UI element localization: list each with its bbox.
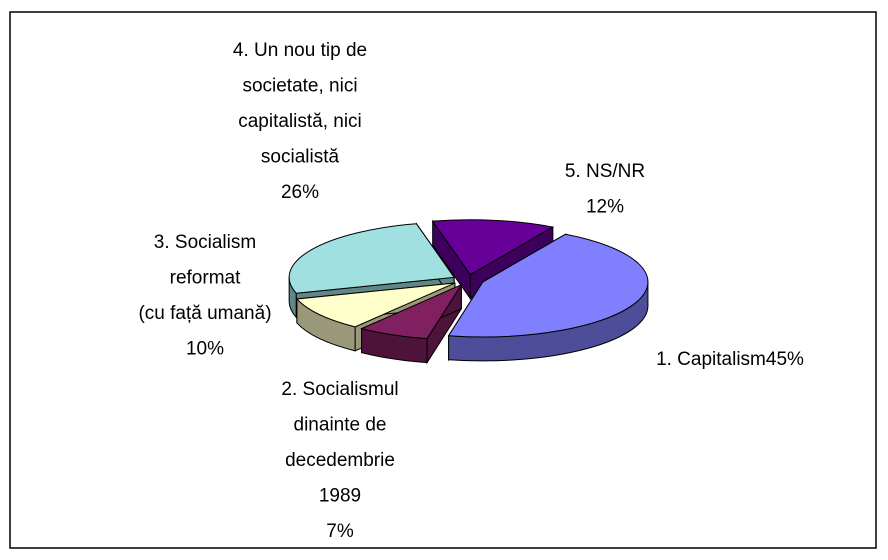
category-label: 5. NS/NR xyxy=(565,161,645,182)
category-label: dinainte de xyxy=(294,415,387,436)
category-label: 4. Un nou tip de xyxy=(233,40,367,61)
category-label: capitalistă, nici xyxy=(238,111,362,132)
category-label: 3. Socialism xyxy=(154,232,256,253)
data-label: 1. Capitalism45% xyxy=(656,349,804,370)
category-label: socialistă xyxy=(261,147,340,168)
value-label: 7% xyxy=(326,521,354,542)
category-label: 2. Socialismul xyxy=(281,379,398,400)
value-label: 45% xyxy=(766,349,804,370)
slice xyxy=(431,219,555,276)
category-label: reformat xyxy=(170,268,241,289)
value-label: 12% xyxy=(586,197,624,218)
category-label: 1. Capitalism xyxy=(656,349,766,370)
slice xyxy=(295,282,456,328)
category-label: decedembrie xyxy=(285,450,395,471)
category-label: (cu față umană) xyxy=(138,303,271,324)
value-label: 10% xyxy=(186,339,224,360)
slice xyxy=(360,283,463,340)
category-label: societate, nici xyxy=(242,76,357,97)
value-label: 26% xyxy=(281,182,319,203)
category-label: 1989 xyxy=(319,486,361,507)
slice xyxy=(288,223,456,294)
slice xyxy=(447,233,649,338)
